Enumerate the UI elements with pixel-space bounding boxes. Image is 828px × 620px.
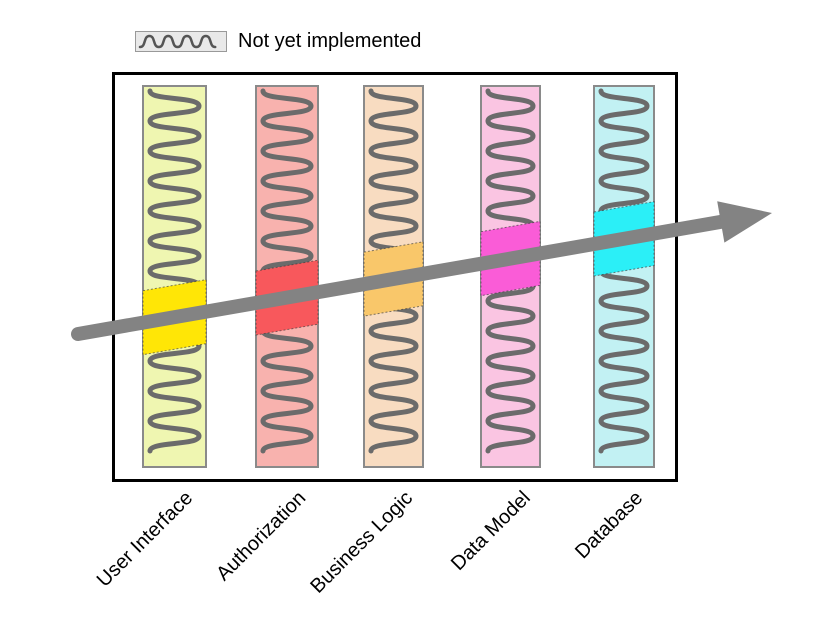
- slice-arrow-head: [717, 201, 772, 243]
- legend: Not yet implemented: [135, 30, 421, 53]
- squiggle-pattern-icon: [138, 34, 217, 49]
- legend-label: Not yet implemented: [238, 30, 422, 52]
- not-implemented-wave: [147, 88, 202, 454]
- slice-arrow-shaft: [71, 214, 728, 341]
- not-implemented-pattern-swatch: [135, 31, 227, 52]
- squiggle-pattern-path: [138, 34, 217, 49]
